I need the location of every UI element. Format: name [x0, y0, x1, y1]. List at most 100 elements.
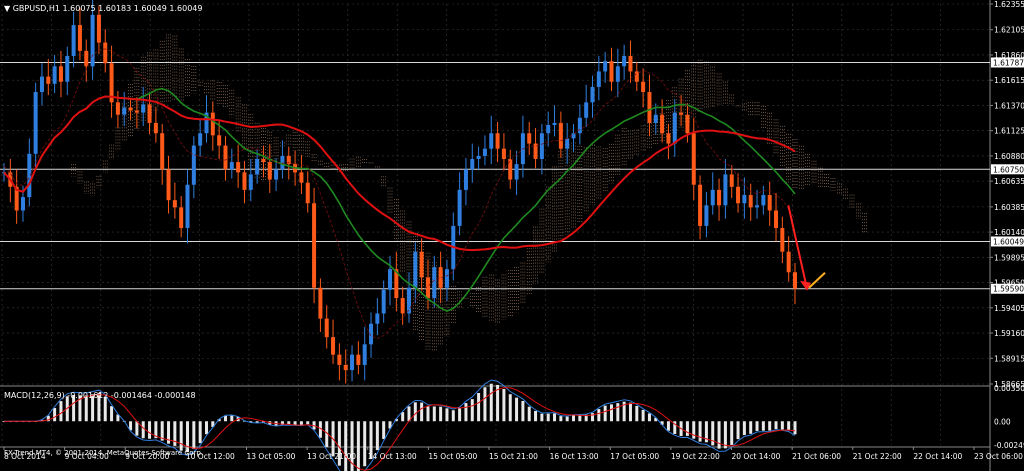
price-tick-label: 1.59405: [994, 304, 1024, 313]
candle-body: [438, 267, 443, 288]
macd-label: MACD(12,26,9) -0.001612 -0.001464 -0.000…: [4, 391, 196, 400]
time-tick-label: 13 Oct 21:00: [307, 452, 356, 461]
candle-body: [685, 114, 690, 134]
price-tick-label: 1.59650: [994, 279, 1024, 288]
macd-tick-label: 0.00: [994, 417, 1011, 426]
time-tick-label: 13 Oct 05:00: [247, 452, 296, 461]
candle-body: [476, 155, 481, 159]
candle-body: [109, 63, 114, 103]
macd-bar: [148, 421, 152, 439]
macd-bar: [515, 397, 519, 422]
level-tag: [991, 236, 1024, 247]
macd-bar: [584, 414, 588, 422]
candle-body: [350, 354, 355, 371]
candle-body: [248, 174, 253, 190]
candle-body: [356, 354, 361, 365]
candle-body: [261, 158, 266, 163]
price-tick-label: 1.60140: [994, 228, 1024, 237]
macd-bar: [736, 421, 740, 440]
candle-body: [432, 267, 437, 299]
macd-bar: [439, 406, 443, 422]
candle-body: [457, 189, 462, 226]
macd-line: [4, 379, 796, 471]
macd-bar: [97, 392, 101, 422]
price-tick-label: 1.62105: [994, 26, 1024, 35]
price-tick-label: 1.62355: [994, 0, 1024, 9]
time-tick-label: 20 Oct 14:00: [732, 452, 781, 461]
macd-bar: [78, 395, 82, 422]
candle-body: [596, 71, 601, 87]
macd-bar: [565, 416, 569, 422]
macd-bar: [635, 405, 639, 422]
macd-bar: [280, 421, 284, 425]
candle-body: [672, 112, 677, 144]
macd-bar: [160, 421, 164, 441]
candle-body: [539, 133, 544, 159]
macd-bar: [647, 413, 651, 422]
candle-body: [84, 50, 89, 67]
candle-body: [274, 169, 279, 180]
candle-body: [748, 195, 753, 208]
price-tick-label: 1.59160: [994, 329, 1024, 338]
candle-body: [590, 86, 595, 103]
macd-bar: [483, 387, 487, 422]
macd-bar: [597, 409, 601, 422]
instrument-header: ▼ GBPUSD,H1 1.60075 1.60183 1.60049 1.60…: [4, 4, 202, 13]
time-tick-label: 22 Oct 14:00: [913, 452, 962, 461]
macd-bar: [793, 421, 797, 435]
candle-body: [14, 186, 19, 211]
time-tick-label: 9 Oct 20:00: [125, 452, 169, 461]
macd-bar: [704, 421, 708, 443]
macd-bar: [692, 421, 696, 439]
candle-body: [236, 162, 241, 173]
copyright-text: FX-Trend MT4, © 2001-2014, MetaQuotes So…: [4, 449, 203, 457]
candle-body: [489, 133, 494, 149]
candle-body: [571, 133, 576, 139]
macd-bar: [388, 421, 392, 429]
macd-bar: [458, 408, 462, 422]
projection-line: [808, 272, 826, 289]
macd-bar: [363, 421, 367, 467]
candle-body: [508, 158, 513, 180]
candle-body: [71, 25, 76, 57]
macd-bar: [382, 421, 386, 440]
time-tick-label: 15 Oct 21:00: [489, 452, 538, 461]
candle-body: [134, 110, 139, 113]
candle-body: [217, 135, 222, 146]
candle-body: [229, 162, 234, 170]
candle-body: [115, 102, 120, 115]
macd-bar: [116, 414, 120, 422]
candle-body: [324, 318, 329, 338]
macd-bar: [616, 403, 620, 422]
candle-body: [704, 205, 709, 226]
macd-bar: [356, 421, 360, 471]
macd-bar: [761, 421, 765, 431]
candle-body: [331, 337, 336, 355]
candle-body: [280, 155, 285, 170]
macd-bar: [477, 392, 481, 422]
candle-body: [255, 158, 260, 175]
candle-body: [691, 133, 696, 185]
candle-body: [65, 56, 70, 82]
macd-bar: [413, 402, 417, 422]
candle-body: [394, 269, 399, 299]
macd-bar: [787, 421, 791, 431]
macd-bar: [154, 421, 158, 439]
macd-bar: [432, 406, 436, 422]
time-tick-label: 8 Oct 2014: [4, 452, 46, 461]
candle-body: [172, 200, 177, 208]
horizontal-levels: 1.61787 1.60750 1.60049 1.59590: [0, 57, 1024, 294]
macd-bar: [53, 408, 57, 422]
candle-body: [312, 203, 317, 288]
candle-body: [198, 133, 203, 146]
macd-bar: [135, 421, 139, 436]
candle-body: [425, 277, 430, 299]
candle-body: [191, 145, 196, 185]
macd-bar: [780, 421, 784, 430]
macd-bar: [141, 421, 145, 439]
price-tick-label: 1.61860: [994, 51, 1024, 60]
macd-bar: [192, 421, 196, 450]
candle-body: [286, 155, 291, 165]
macd-bar: [521, 400, 525, 422]
